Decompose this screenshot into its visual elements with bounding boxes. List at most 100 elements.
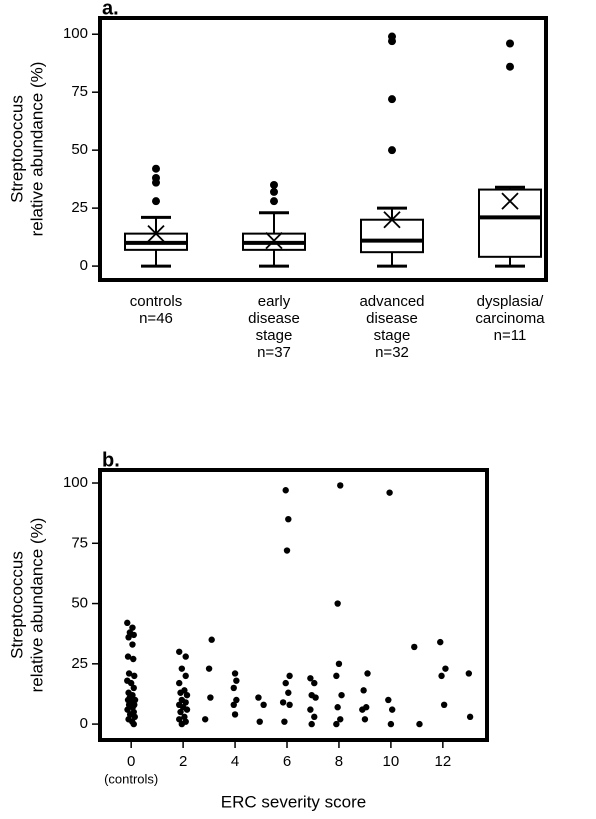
y-tick-label: 25 — [71, 199, 88, 216]
point — [334, 704, 341, 711]
y-tick-label: 100 — [63, 25, 88, 42]
point — [308, 720, 315, 728]
point — [183, 706, 191, 713]
y-axis-label: relative abundance (%) — [27, 62, 46, 237]
y-tick-label: 75 — [71, 83, 88, 100]
point — [360, 687, 367, 694]
point — [124, 653, 132, 660]
x-tick-label: disease — [366, 310, 418, 327]
point — [333, 672, 340, 680]
x-axis-label: ERC severity score — [221, 792, 366, 811]
y-tick-label: 50 — [71, 141, 88, 158]
point — [466, 713, 474, 721]
point — [130, 720, 137, 728]
mean-marker — [147, 224, 165, 243]
point — [176, 679, 183, 687]
point — [438, 672, 445, 680]
x-tick-label: advanced — [359, 293, 424, 310]
outlier — [388, 95, 396, 104]
point — [178, 720, 186, 728]
point — [361, 716, 369, 723]
y-tick-label: 100 — [63, 474, 88, 491]
point — [208, 636, 215, 643]
y-axis-label: Streptococcus — [7, 551, 26, 659]
y-tick-label: 75 — [71, 534, 88, 551]
point — [233, 677, 240, 684]
point — [207, 694, 214, 701]
y-tick-label: 0 — [80, 257, 88, 274]
x-tick-label: n=32 — [375, 344, 409, 361]
x-tick-label: controls — [130, 293, 183, 310]
point — [364, 670, 371, 677]
x-tick-label: 4 — [231, 753, 239, 770]
x-tick-label: 12 — [435, 753, 452, 770]
point — [281, 718, 288, 725]
x-tick-label: n=37 — [257, 344, 291, 361]
point — [230, 701, 237, 709]
point — [335, 660, 343, 668]
x-tick-label: 6 — [283, 753, 291, 770]
point — [124, 706, 131, 713]
point — [129, 704, 136, 711]
point — [307, 675, 314, 682]
x-tick-label: 10 — [383, 753, 400, 770]
x-tick-label: disease — [248, 310, 300, 327]
point — [440, 701, 448, 709]
point — [286, 672, 293, 680]
panel-label: b. — [102, 449, 120, 471]
outlier — [152, 164, 160, 173]
outlier — [388, 32, 396, 41]
y-axis-label: Streptococcus — [7, 95, 26, 203]
point — [131, 672, 138, 680]
point — [177, 689, 184, 696]
point — [125, 634, 132, 641]
point — [285, 689, 292, 696]
point — [279, 699, 287, 706]
box — [360, 218, 424, 254]
point — [286, 701, 293, 709]
point — [386, 489, 393, 496]
y-tick-label: 50 — [71, 595, 88, 612]
point — [311, 679, 318, 687]
point — [231, 670, 239, 677]
outlier — [506, 62, 514, 71]
x-tick-label: 8 — [335, 753, 343, 770]
outlier — [270, 180, 278, 189]
point — [312, 694, 319, 701]
x-tick-label: carcinoma — [475, 310, 545, 327]
point — [337, 482, 344, 489]
x-tick-label: stage — [256, 327, 293, 344]
point — [130, 684, 137, 692]
point — [411, 643, 418, 651]
x-tick-label: 2 — [179, 753, 187, 770]
mean-marker — [501, 192, 519, 210]
point — [334, 600, 341, 607]
y-tick-label: 0 — [80, 715, 88, 732]
point — [260, 701, 267, 709]
point — [182, 699, 189, 706]
point — [181, 713, 188, 721]
point — [230, 684, 237, 692]
point — [205, 665, 213, 672]
point — [177, 708, 184, 716]
plot-frame — [98, 468, 489, 742]
point — [387, 720, 395, 728]
x-tick-label: n=11 — [494, 327, 527, 344]
point — [176, 716, 183, 723]
point — [282, 679, 289, 687]
point — [255, 694, 262, 701]
point — [256, 718, 263, 725]
outlier — [270, 187, 278, 196]
point — [337, 716, 344, 723]
point — [285, 515, 292, 523]
point — [182, 672, 189, 680]
mean-marker — [265, 231, 283, 250]
point — [129, 641, 136, 648]
point — [385, 696, 392, 704]
point — [465, 670, 473, 677]
outlier — [270, 197, 278, 206]
point — [282, 487, 289, 494]
x-tick-label: n=46 — [139, 310, 173, 327]
y-tick-label: 25 — [71, 655, 88, 672]
